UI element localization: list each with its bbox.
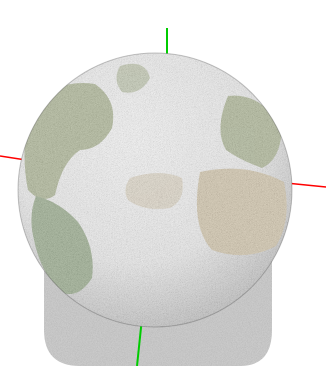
earth-globe[interactable] [17, 52, 293, 328]
